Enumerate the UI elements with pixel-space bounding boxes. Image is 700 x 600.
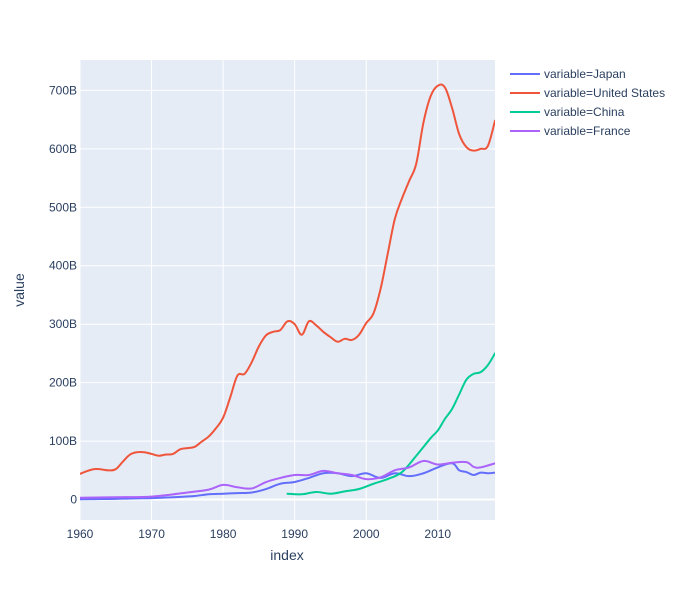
axis-ticks: 1960 1970 1980 1990 2000 2010 0 100B 200B 300B 400…	[49, 83, 451, 541]
series-line-united-states	[80, 83, 495, 475]
legend-label: variable=Japan	[544, 67, 626, 81]
legend-label: variable=China	[544, 105, 625, 119]
x-axis-title: index	[270, 547, 303, 563]
x-tick-label: 2000	[353, 527, 380, 541]
legend-item-china[interactable]: variable=China	[510, 105, 625, 119]
series-line-france	[80, 459, 495, 499]
y-tick-label: 700B	[49, 83, 77, 97]
series-lines	[80, 83, 495, 501]
y-tick-label: 200B	[49, 376, 77, 390]
y-tick-label: 500B	[49, 200, 77, 214]
y-tick-label: 0	[70, 493, 77, 507]
x-tick-label: 1960	[67, 527, 94, 541]
y-tick-label: 600B	[49, 142, 77, 156]
x-tick-label: 1990	[281, 527, 308, 541]
legend-item-united-states[interactable]: variable=United States	[510, 86, 665, 100]
legend-item-france[interactable]: variable=France	[510, 124, 631, 138]
legend-item-japan[interactable]: variable=Japan	[510, 67, 626, 81]
series-line-china	[286, 352, 495, 496]
y-axis-title: value	[11, 273, 27, 307]
series-line-japan	[80, 462, 495, 501]
legend: variable=Japan variable=United States vari…	[510, 67, 665, 138]
x-tick-label: 1980	[210, 527, 237, 541]
y-tick-label: 100B	[49, 434, 77, 448]
y-tick-label: 300B	[49, 317, 77, 331]
legend-label: variable=France	[544, 124, 631, 138]
legend-label: variable=United States	[544, 86, 665, 100]
gridlines	[79, 60, 495, 520]
x-tick-label: 2010	[424, 527, 451, 541]
y-tick-label: 400B	[49, 259, 77, 273]
x-tick-label: 1970	[138, 527, 165, 541]
